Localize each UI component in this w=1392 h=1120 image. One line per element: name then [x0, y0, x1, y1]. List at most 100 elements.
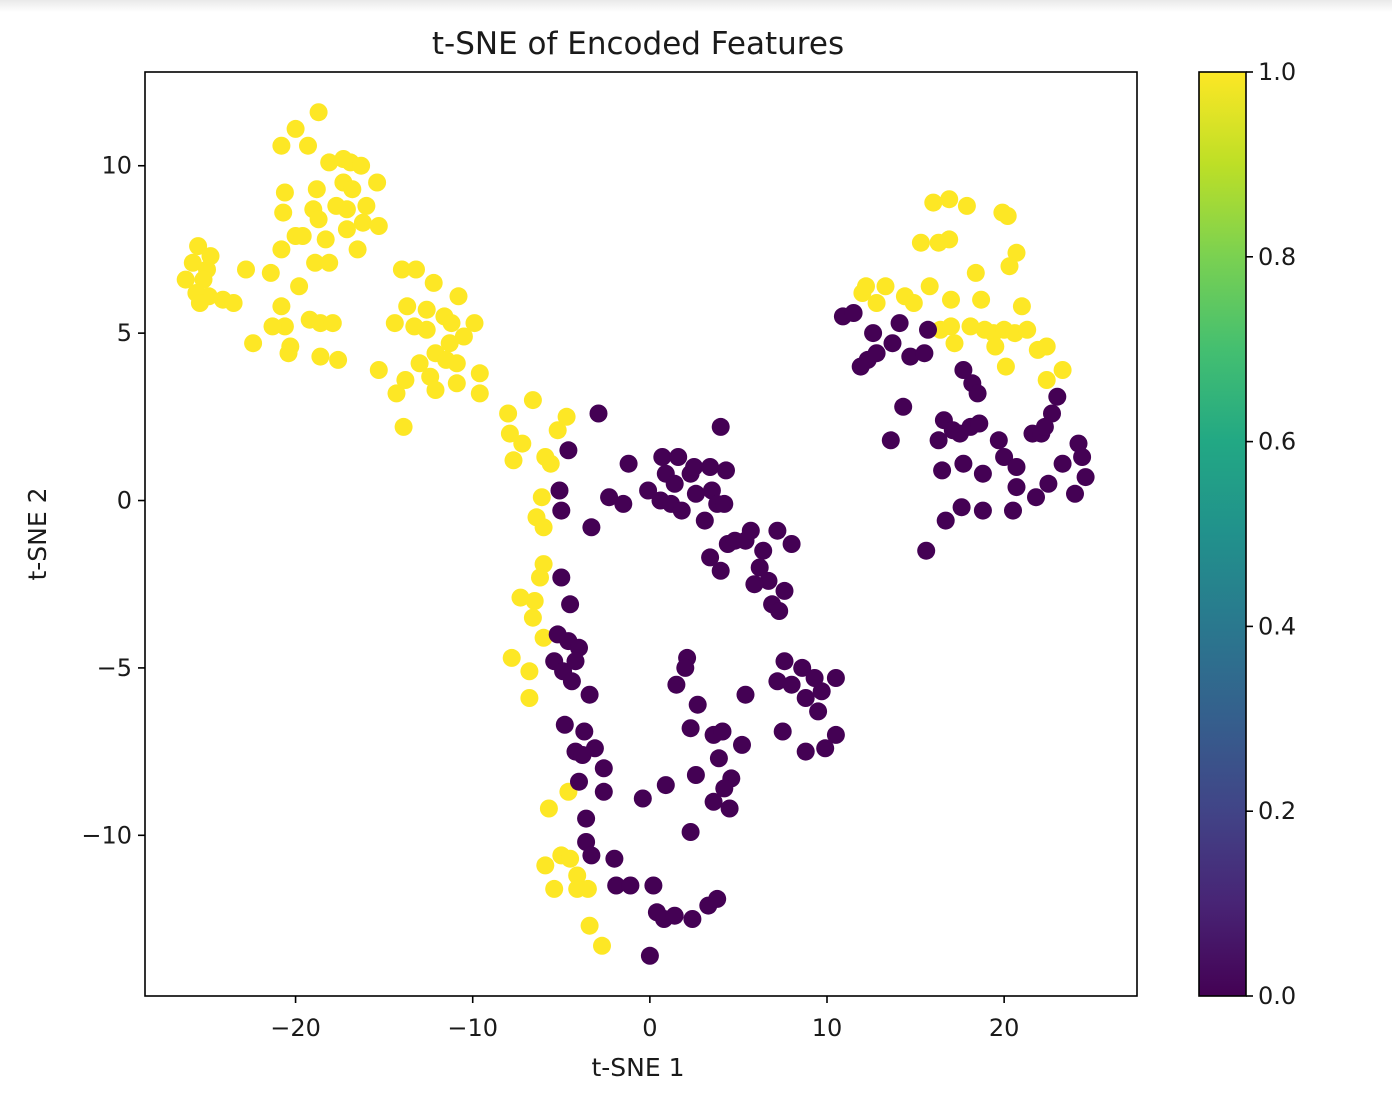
scatter-point: [470, 364, 489, 383]
scatter-point: [311, 347, 330, 366]
scatter-point: [582, 518, 601, 537]
scatter-point: [770, 602, 789, 620]
scatter-point: [1076, 468, 1095, 487]
scatter-point: [961, 317, 980, 336]
scatter-point: [957, 196, 976, 215]
scatter-point: [369, 217, 388, 235]
scatter-point: [520, 662, 539, 681]
x-tick-label: 0: [642, 1014, 657, 1042]
scatter-point: [557, 407, 576, 426]
scatter-point: [578, 879, 597, 898]
scatter-point: [261, 263, 280, 282]
scatter-point: [754, 541, 773, 560]
scatter-point: [1043, 404, 1061, 423]
scatter-point: [688, 695, 707, 714]
scatter-point: [523, 608, 542, 627]
scatter-point: [575, 722, 594, 741]
y-tick-label: −5: [97, 654, 132, 682]
scatter-point: [1000, 257, 1019, 276]
scatter-point: [920, 277, 939, 296]
scatter-point: [917, 541, 936, 560]
scatter-point: [768, 672, 787, 691]
x-tick-label: −20: [270, 1014, 321, 1042]
scatter-point: [890, 314, 909, 333]
scatter-point: [183, 253, 202, 272]
scatter-point: [550, 481, 569, 500]
scatter-point: [851, 357, 870, 376]
scatter-point: [440, 334, 459, 353]
scatter-point: [704, 792, 723, 811]
scatter-point: [929, 431, 948, 450]
scatter-point: [708, 889, 727, 908]
scatter-point: [593, 936, 611, 955]
scatter-point: [396, 371, 415, 389]
scatter-point: [639, 481, 658, 500]
colorbar: [1198, 71, 1247, 997]
scatter-point: [224, 294, 243, 312]
scatter-point: [394, 417, 413, 436]
scatter-point: [307, 180, 326, 199]
scatter-point: [942, 290, 960, 309]
scatter-point: [1048, 387, 1067, 406]
scatter-point: [559, 441, 578, 460]
scatter-point: [796, 689, 815, 707]
scatter-point: [323, 314, 342, 333]
scatter-point: [176, 270, 195, 289]
scatter-point: [1004, 501, 1022, 520]
scatter-point: [715, 494, 734, 513]
scatter-point: [750, 558, 769, 577]
scatter-point: [864, 324, 883, 343]
scatter-point: [424, 273, 443, 292]
scatter-point: [352, 156, 371, 175]
scatter-point: [713, 722, 732, 741]
scatter-point: [1037, 371, 1056, 389]
scatter-point: [826, 725, 845, 744]
x-tick-label: 20: [989, 1014, 1020, 1042]
scatter-point: [883, 334, 902, 353]
scatter-point: [500, 424, 519, 443]
scatter-point: [1027, 488, 1045, 507]
scatter-point: [665, 906, 684, 925]
scatter-point: [768, 521, 787, 540]
scatter-point: [686, 484, 705, 503]
y-tick-label: 0: [117, 487, 132, 515]
scatter-point: [194, 270, 213, 289]
scatter-point: [465, 314, 484, 333]
scatter-point: [681, 823, 700, 841]
y-tick-label: −10: [81, 821, 132, 849]
scatter-point: [290, 277, 309, 296]
scatter-point: [936, 511, 955, 530]
scatter-point: [570, 772, 588, 791]
scatter-point: [531, 568, 549, 587]
scatter-point: [973, 501, 992, 520]
scatter-point: [309, 210, 328, 229]
scatter-point: [580, 916, 599, 935]
scatter-point: [681, 719, 700, 738]
scatter-point: [447, 374, 466, 393]
scatter-point: [244, 334, 263, 353]
scatter-point: [775, 652, 794, 671]
scatter-point: [614, 494, 633, 513]
scatter-point: [826, 669, 845, 687]
scatter-point: [736, 685, 755, 704]
scatter-point: [881, 431, 900, 450]
scatter-point: [876, 277, 895, 296]
scatter-point: [1039, 474, 1058, 493]
scatter-point: [656, 776, 675, 795]
colorbar-axis: 0.0 0.2 0.4 0.6 0.8 1.0: [1246, 58, 1296, 1010]
scatter-point: [619, 454, 638, 473]
scatter-point: [915, 344, 934, 363]
scatter-point: [353, 213, 372, 232]
scatter-point: [316, 230, 335, 249]
scatter-point: [933, 461, 952, 480]
scatter-point: [805, 669, 824, 687]
scatter-point: [1007, 243, 1026, 262]
scatter-point: [672, 501, 691, 520]
scatter-point: [717, 461, 735, 480]
scatter-point: [954, 361, 973, 379]
scatter-point: [272, 240, 291, 259]
scatter-point: [566, 652, 585, 671]
scatter-point: [369, 361, 388, 379]
scatter-point: [775, 581, 794, 600]
